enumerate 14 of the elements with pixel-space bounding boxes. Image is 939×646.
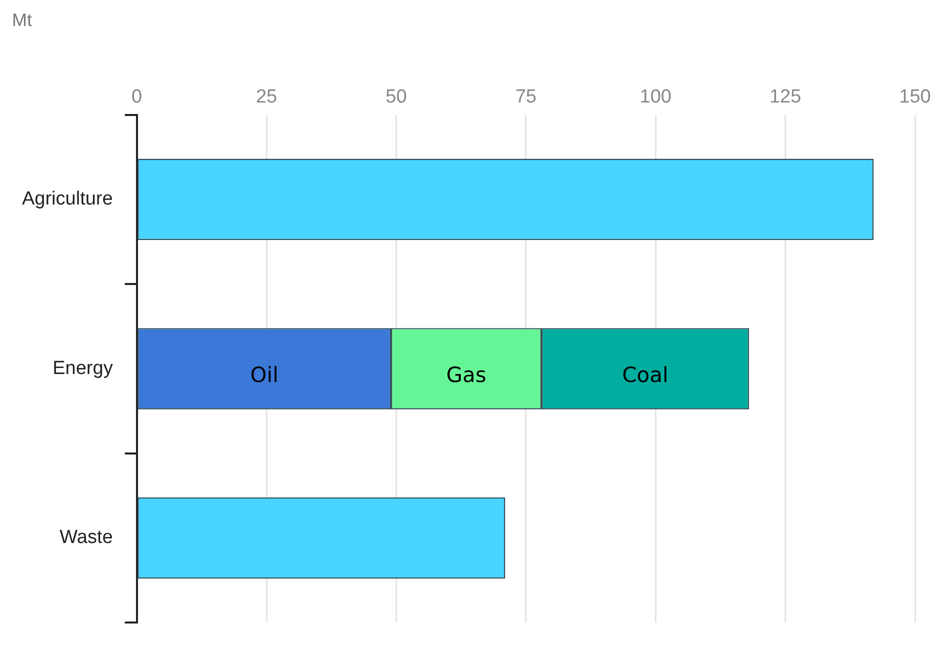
y-tick-label: Agriculture (22, 188, 113, 210)
y-tick-label: Waste (60, 527, 113, 548)
series-label: Oil (250, 363, 278, 388)
x-tick-label: 25 (256, 86, 278, 108)
x-tick-label: 75 (515, 86, 536, 108)
x-tick-label: 150 (899, 86, 931, 108)
x-tick-label: 50 (386, 86, 407, 108)
x-tick-label: 0 (132, 86, 142, 108)
x-tick-label: 100 (640, 86, 672, 108)
x-axis-title: Mt (12, 10, 32, 31)
y-tick-label: Energy (52, 358, 114, 379)
x-tick-label: 125 (769, 86, 802, 108)
series-label: Gas (446, 363, 486, 388)
series-label: Coal (622, 363, 668, 388)
